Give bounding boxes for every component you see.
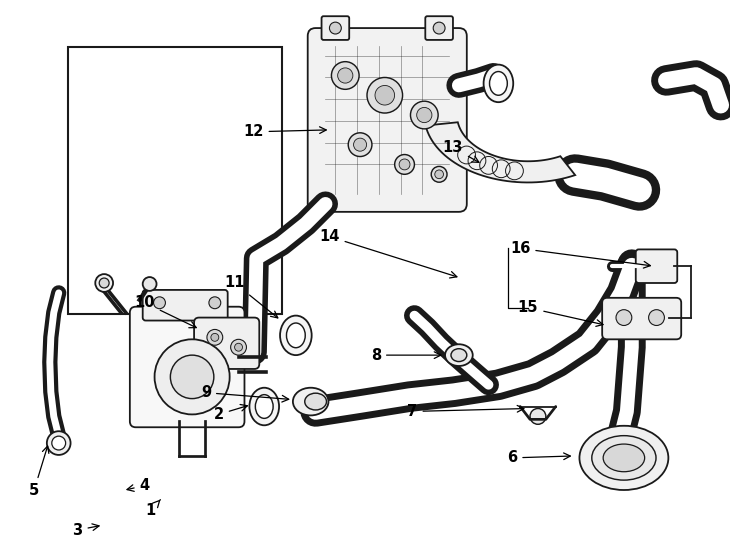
Circle shape	[367, 77, 402, 113]
Circle shape	[399, 159, 410, 170]
Ellipse shape	[445, 345, 473, 366]
Circle shape	[235, 343, 242, 351]
FancyBboxPatch shape	[130, 307, 244, 427]
Circle shape	[209, 297, 221, 309]
Text: 1: 1	[145, 500, 161, 518]
Text: 5: 5	[29, 446, 49, 498]
Circle shape	[530, 408, 546, 424]
Circle shape	[211, 333, 219, 341]
Text: 11: 11	[225, 275, 277, 318]
FancyBboxPatch shape	[194, 318, 259, 369]
FancyBboxPatch shape	[602, 298, 681, 339]
Ellipse shape	[255, 395, 273, 418]
Ellipse shape	[451, 349, 467, 362]
Text: 7: 7	[407, 404, 524, 419]
Circle shape	[354, 138, 366, 151]
Ellipse shape	[305, 393, 327, 410]
Text: 12: 12	[243, 124, 327, 139]
Circle shape	[410, 101, 438, 129]
Circle shape	[52, 436, 65, 450]
Circle shape	[95, 274, 113, 292]
Ellipse shape	[280, 315, 312, 355]
Ellipse shape	[490, 71, 507, 95]
Ellipse shape	[579, 426, 669, 490]
Circle shape	[207, 329, 222, 345]
Bar	[68, 47, 282, 314]
Text: 9: 9	[201, 385, 288, 402]
Text: 8: 8	[371, 348, 441, 363]
Circle shape	[153, 297, 165, 309]
Circle shape	[375, 85, 395, 105]
Circle shape	[616, 309, 632, 326]
Text: 3: 3	[73, 523, 99, 537]
FancyBboxPatch shape	[142, 290, 228, 321]
Text: 14: 14	[319, 229, 457, 278]
Text: 16: 16	[510, 241, 650, 268]
Circle shape	[435, 170, 443, 179]
FancyBboxPatch shape	[321, 16, 349, 40]
Text: 10: 10	[134, 295, 196, 328]
FancyBboxPatch shape	[425, 16, 453, 40]
Text: 15: 15	[517, 300, 603, 326]
Circle shape	[432, 166, 447, 182]
Circle shape	[395, 154, 415, 174]
Text: 4: 4	[127, 478, 150, 493]
Text: 2: 2	[214, 404, 247, 422]
FancyBboxPatch shape	[308, 28, 467, 212]
Ellipse shape	[250, 388, 279, 426]
Circle shape	[230, 339, 247, 355]
Circle shape	[155, 339, 230, 414]
Circle shape	[99, 278, 109, 288]
Circle shape	[47, 431, 70, 455]
Circle shape	[142, 277, 156, 291]
Circle shape	[170, 355, 214, 399]
Ellipse shape	[293, 388, 328, 415]
Text: 6: 6	[507, 450, 570, 465]
FancyBboxPatch shape	[636, 249, 677, 283]
Circle shape	[330, 22, 341, 34]
Circle shape	[649, 309, 664, 326]
Circle shape	[338, 68, 353, 83]
Circle shape	[433, 22, 445, 34]
Ellipse shape	[592, 436, 656, 480]
Ellipse shape	[286, 323, 305, 348]
Ellipse shape	[603, 444, 644, 472]
Polygon shape	[426, 122, 575, 183]
Circle shape	[332, 62, 359, 89]
Circle shape	[417, 107, 432, 123]
Ellipse shape	[484, 65, 513, 102]
Circle shape	[348, 133, 372, 157]
Text: 13: 13	[443, 140, 479, 163]
